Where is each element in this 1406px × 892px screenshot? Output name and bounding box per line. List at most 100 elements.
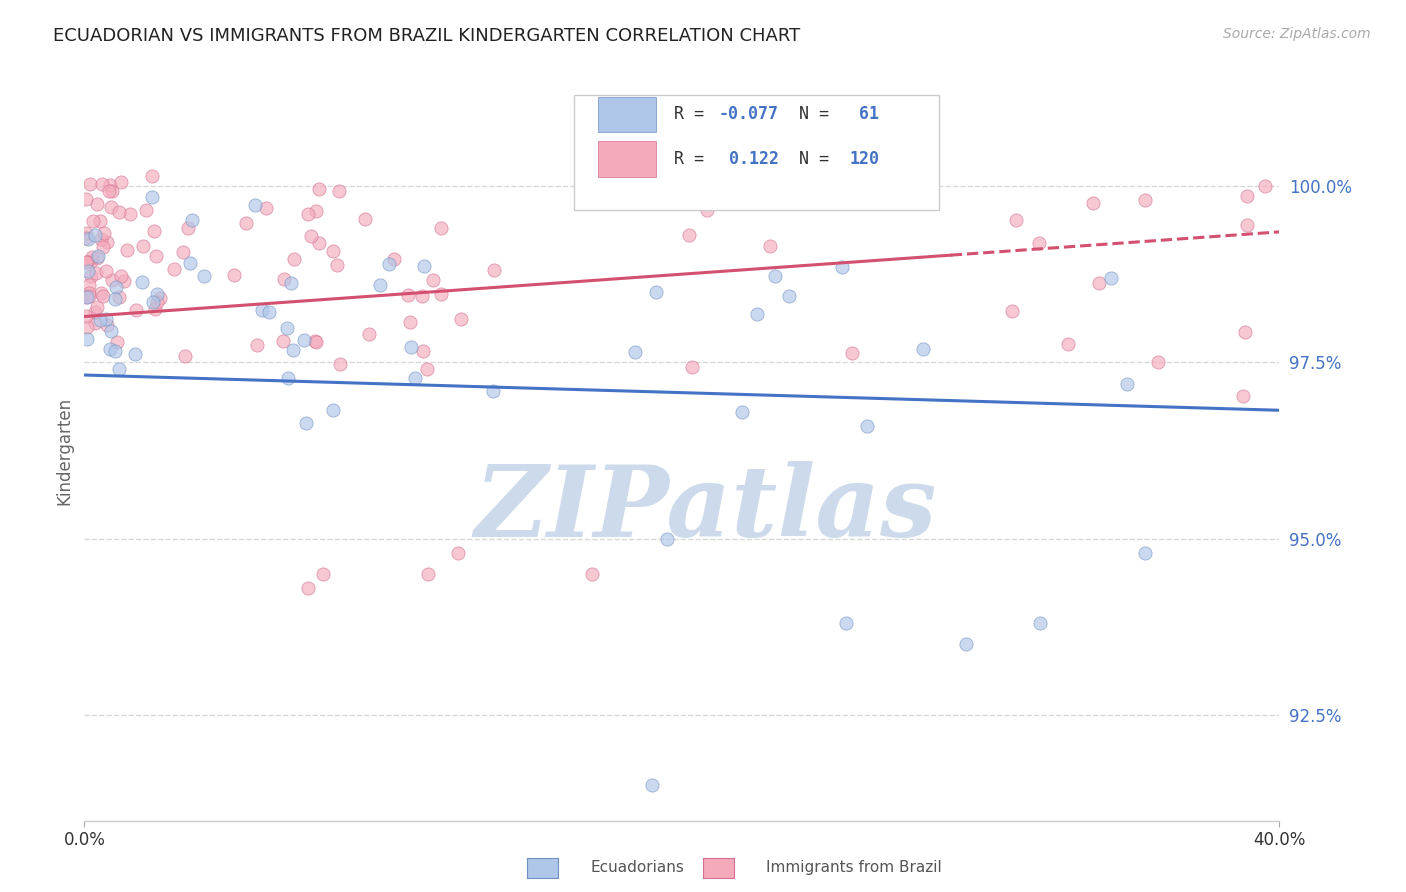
Point (305, 335, 328, 350)
Point (84, 266, 107, 280)
Point (104, 280, 127, 294)
Point (96, 318, 118, 333)
Point (430, 221, 453, 235)
Text: -0.077: -0.077 (718, 105, 779, 123)
Point (308, 235, 330, 250)
Point (141, 189, 163, 203)
Point (82, 250, 104, 264)
Point (75, 290, 97, 304)
Point (79, 178, 101, 192)
Text: N =: N = (799, 105, 839, 123)
Point (89, 313, 111, 327)
Text: ZIPatlas: ZIPatlas (475, 461, 936, 558)
Point (382, 252, 405, 266)
Point (118, 207, 141, 221)
Point (98, 178, 121, 192)
Point (224, 268, 246, 283)
Point (75, 227, 97, 241)
Text: 0.122: 0.122 (718, 150, 779, 168)
Point (75, 231, 97, 245)
Point (678, 227, 700, 242)
Point (108, 204, 131, 219)
Point (297, 207, 319, 221)
Point (745, 307, 768, 321)
Point (100, 324, 122, 338)
Point (447, 546, 470, 560)
Point (174, 349, 197, 363)
Point (430, 287, 453, 301)
Point (308, 182, 330, 196)
Point (96, 235, 118, 249)
Point (76, 255, 98, 269)
Point (104, 344, 127, 359)
Point (145, 294, 167, 309)
Point (115, 243, 138, 257)
Point (911, 342, 934, 356)
Point (193, 269, 215, 284)
Point (305, 203, 328, 218)
Point (179, 256, 201, 270)
Point (86, 197, 108, 211)
Point (623, 344, 645, 359)
Point (235, 216, 257, 230)
Point (163, 262, 186, 277)
Point (411, 289, 433, 303)
Point (763, 269, 786, 284)
Point (1029, 616, 1052, 631)
Point (304, 334, 326, 348)
Point (378, 257, 401, 271)
Point (257, 305, 280, 319)
Point (142, 295, 165, 310)
Point (105, 334, 128, 349)
Point (412, 343, 434, 358)
Point (450, 312, 472, 326)
Point (328, 185, 350, 199)
Point (112, 274, 135, 288)
Bar (599, 141, 655, 177)
Point (759, 239, 782, 253)
Point (955, 637, 977, 651)
Point (98, 342, 121, 356)
Point (76, 332, 98, 346)
Point (1232, 389, 1254, 403)
Point (326, 258, 349, 272)
Point (1099, 271, 1122, 285)
Point (90, 285, 112, 300)
Point (322, 244, 344, 259)
Point (84, 305, 107, 319)
Point (86, 251, 108, 265)
Point (322, 402, 344, 417)
Point (94, 263, 117, 277)
Point (835, 616, 858, 631)
Point (399, 340, 422, 354)
Point (731, 405, 754, 419)
Point (416, 362, 439, 376)
Point (80, 268, 103, 283)
Text: N =: N = (799, 150, 839, 168)
Point (482, 384, 505, 399)
Point (1056, 337, 1078, 351)
Point (1146, 355, 1168, 369)
Point (89, 214, 111, 228)
Point (292, 334, 315, 348)
Point (368, 277, 391, 292)
Point (273, 334, 295, 348)
Point (281, 343, 304, 357)
Point (416, 566, 439, 581)
Point (354, 212, 377, 227)
Point (80, 254, 103, 268)
Point (143, 224, 166, 238)
Point (831, 260, 853, 275)
Point (246, 338, 269, 352)
Point (681, 359, 703, 374)
Point (276, 321, 298, 335)
Point (581, 566, 603, 581)
Point (283, 252, 305, 266)
Point (841, 346, 863, 360)
Point (77, 285, 100, 300)
Point (124, 303, 146, 318)
Point (124, 347, 146, 361)
Point (132, 239, 155, 253)
Point (357, 327, 380, 342)
Point (1088, 276, 1111, 290)
